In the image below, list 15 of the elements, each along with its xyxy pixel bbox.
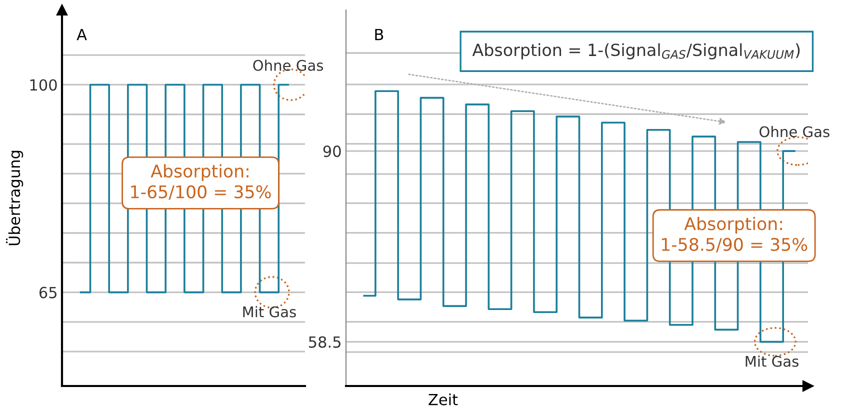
annotation: Absorption = 1-(Signal$_{GAS}$/Signal$_{VAKUUM}$) [472, 43, 800, 60]
annotation: Ohne Gas [253, 60, 324, 71]
annotation: Absorption: 1-58.5/90 = 35% [662, 216, 808, 252]
y-tick-label: 100 [30, 79, 57, 91]
y-tick-label: 90 [323, 146, 341, 158]
y-tick-label: 65 [39, 286, 56, 298]
y-axis-title: Übertragung [6, 150, 24, 246]
annotation: Mit Gas [746, 356, 798, 367]
annotation: Ohne Gas [760, 126, 830, 138]
x-axis-title: Zeit [428, 394, 458, 406]
text: B [375, 28, 384, 40]
annotation: Mit Gas [243, 306, 296, 318]
text: A [76, 28, 87, 40]
y-tick-label: 58.5 [308, 336, 340, 348]
annotation: Absorption: 1-65/100 = 35% [131, 164, 271, 200]
